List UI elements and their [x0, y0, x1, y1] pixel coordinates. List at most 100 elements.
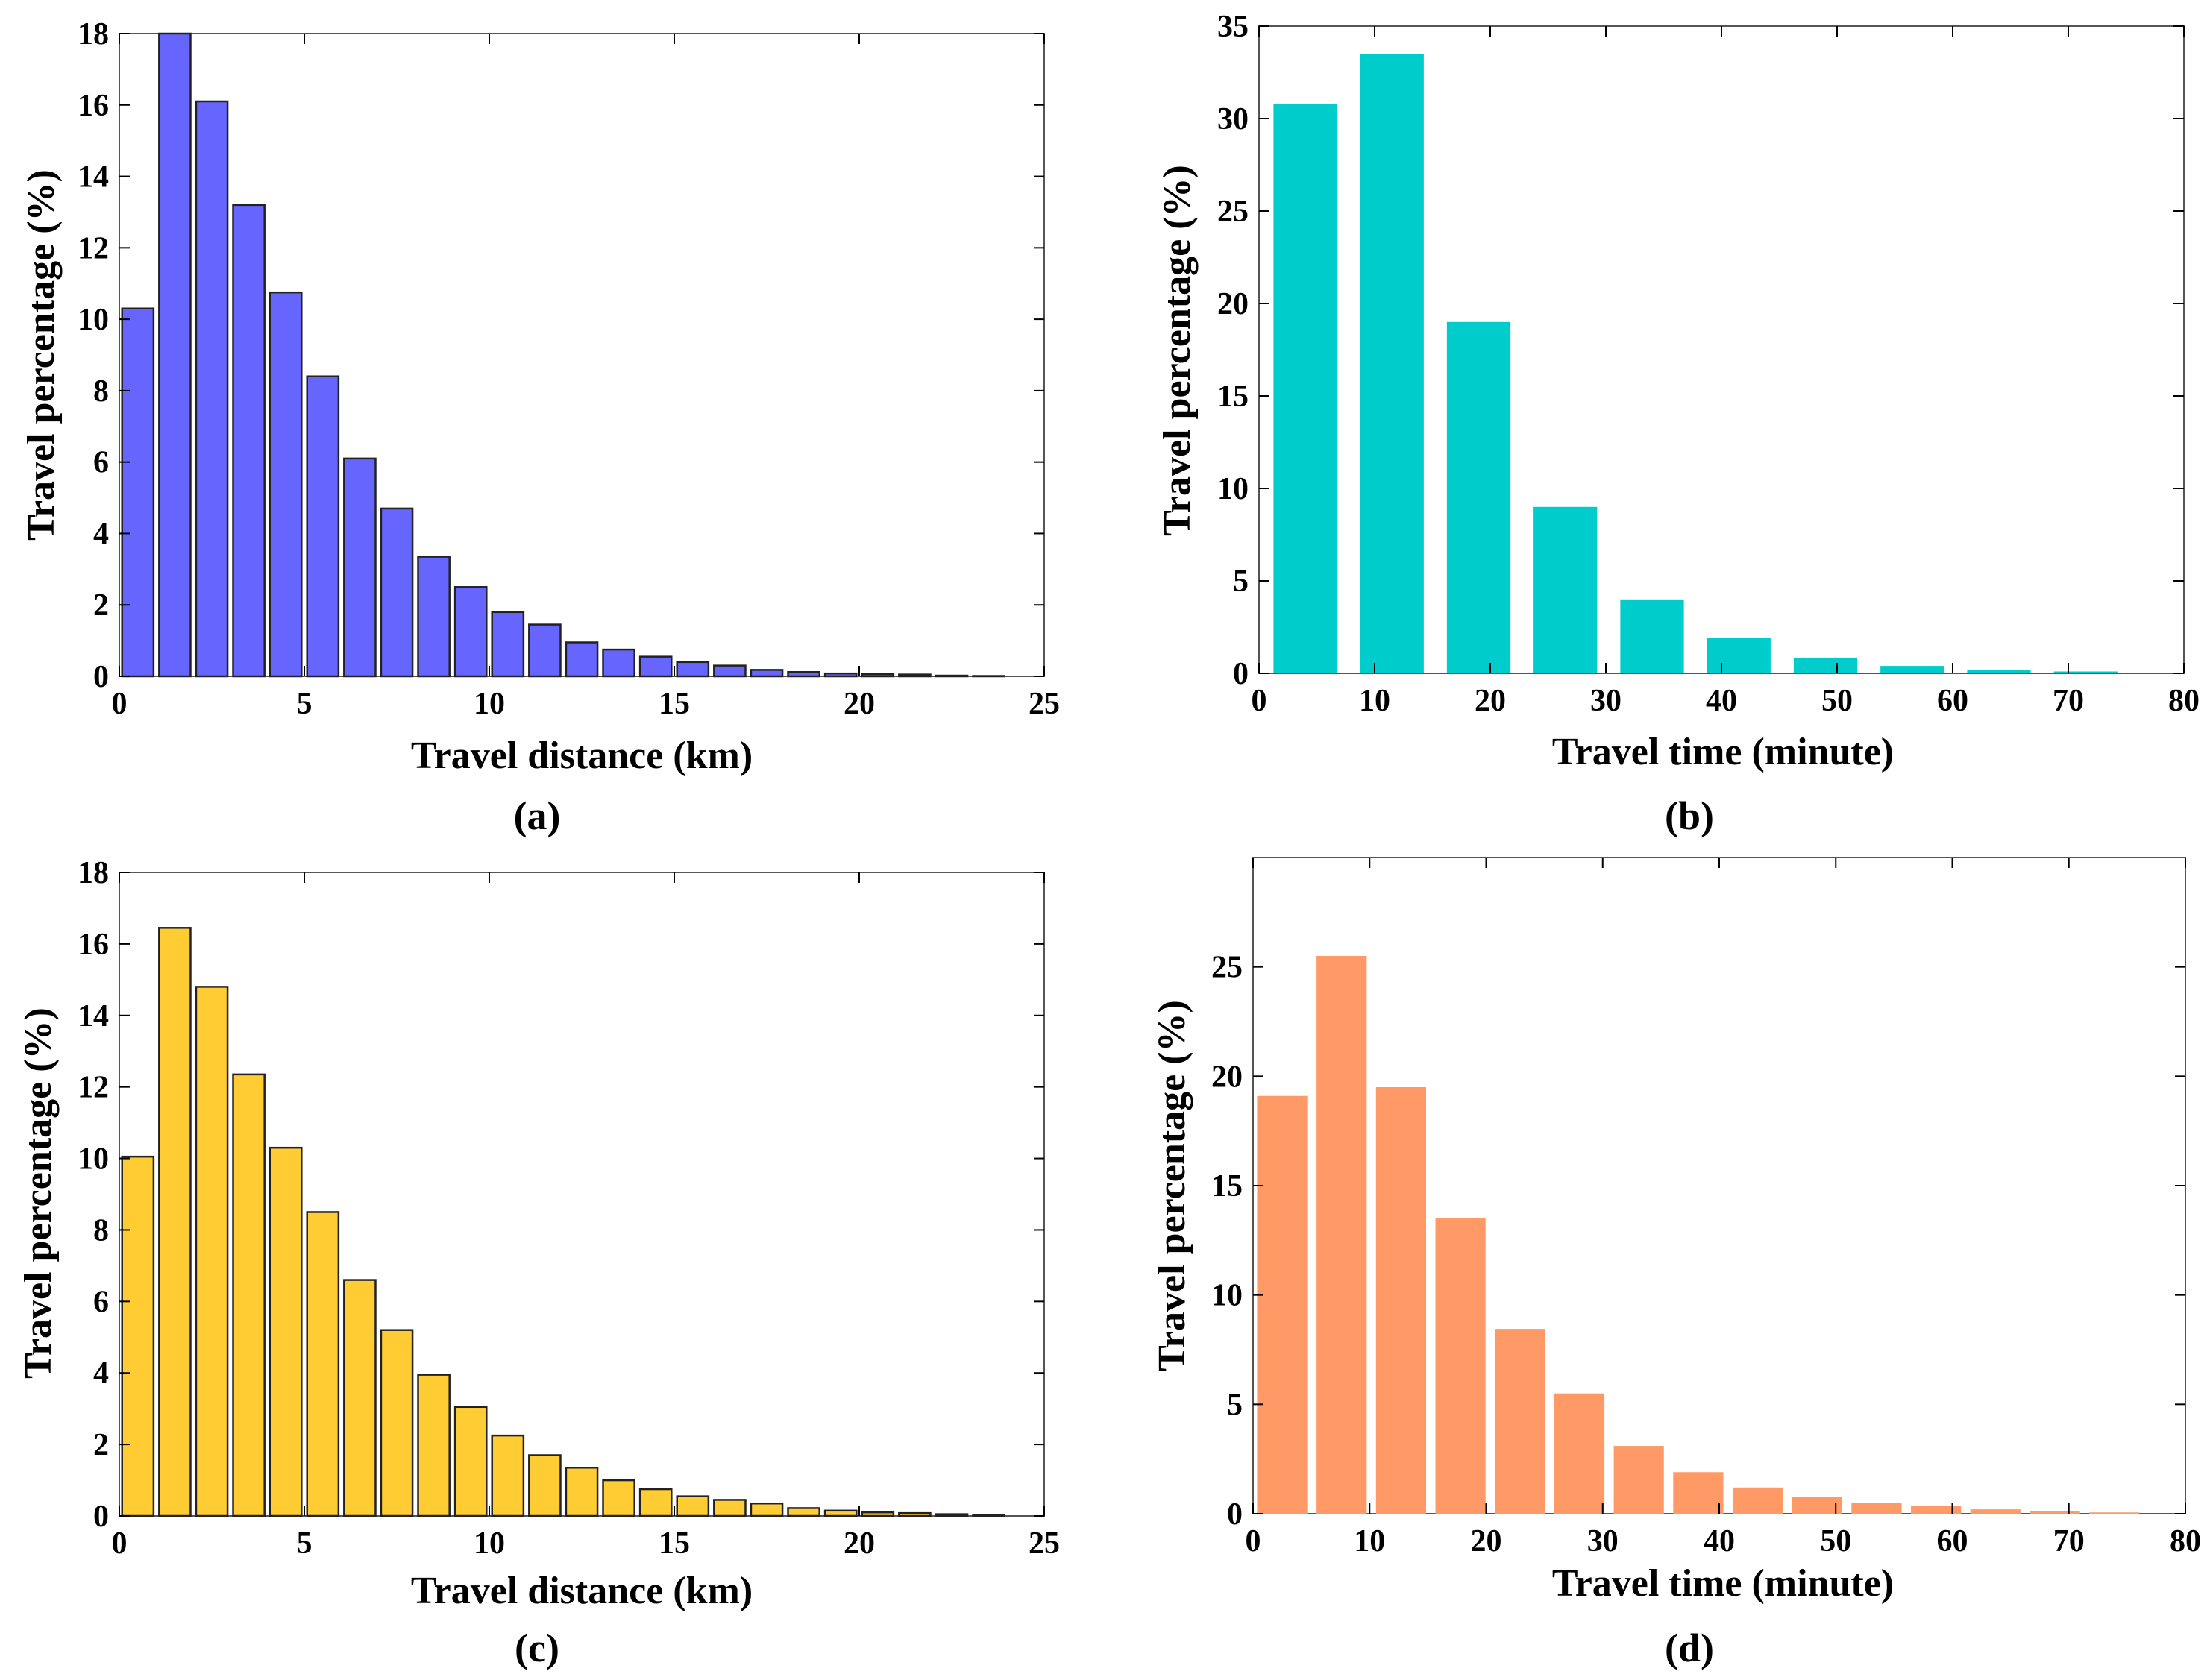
- x-axis-label-d: Travel time (minute): [1552, 1562, 1894, 1605]
- x-tick-label-a-5: 25: [1029, 687, 1060, 721]
- bar-c-17: [750, 1502, 784, 1517]
- bar-c-7: [380, 1329, 414, 1517]
- x-tick-label-b-7: 70: [2053, 684, 2084, 718]
- bar-c-10: [491, 1434, 525, 1517]
- x-tick-label-d-6: 60: [1937, 1524, 1968, 1558]
- x-tick-label-a-4: 20: [844, 687, 875, 721]
- y-tick-label-a-2: 4: [93, 517, 109, 551]
- x-tick-label-b-0: 0: [1252, 684, 1267, 718]
- x-tick-label-b-3: 30: [1590, 684, 1622, 718]
- bar-a-0: [121, 307, 155, 678]
- y-tick-label-b-3: 15: [1217, 380, 1249, 414]
- bar-c-16: [713, 1499, 747, 1517]
- bar-b-6: [1793, 657, 1858, 673]
- bar-c-13: [602, 1479, 635, 1517]
- ticks-c: 0 2 4 6 8 10 12 14 16 18 0 5 10 15 20 25: [78, 856, 1060, 1561]
- bar-d-7: [1673, 1472, 1724, 1514]
- bar-d-0: [1257, 1095, 1308, 1514]
- y-tick-label-b-1: 5: [1233, 564, 1249, 599]
- bar-d-6: [1613, 1446, 1664, 1514]
- x-tick-label-c-1: 5: [297, 1526, 313, 1561]
- bar-a-9: [453, 586, 488, 678]
- bar-c-0: [121, 1155, 155, 1517]
- y-tick-label-c-2: 4: [93, 1356, 109, 1391]
- panel-d: 0 5 10 15 20 25 0 10 20 30 40 50 60 70 80 Travel time …: [1151, 857, 2201, 1670]
- y-tick-label-d-3: 15: [1211, 1169, 1243, 1204]
- y-tick-label-b-2: 10: [1217, 472, 1249, 506]
- bar-c-20: [861, 1511, 895, 1517]
- x-tick-label-a-3: 15: [659, 687, 690, 721]
- bars-b: [1273, 54, 2118, 673]
- y-tick-label-a-6: 12: [78, 231, 109, 265]
- bar-c-23: [972, 1514, 1005, 1517]
- bar-a-14: [638, 655, 673, 678]
- bar-c-3: [232, 1073, 266, 1517]
- y-tick-label-a-0: 0: [93, 660, 109, 694]
- bar-d-3: [1435, 1218, 1486, 1514]
- bar-c-18: [787, 1507, 820, 1517]
- ticks-a: 0 2 4 6 8 10 12 14 16 18 0 5 10 15 20 25: [78, 17, 1060, 721]
- y-tick-label-b-4: 20: [1217, 287, 1249, 321]
- bar-a-19: [823, 672, 858, 678]
- panel-c: 0 2 4 6 8 10 12 14 16 18 0 5 10 15 20 25 Travel distanc…: [17, 856, 1060, 1670]
- y-tick-label-c-8: 16: [78, 928, 109, 962]
- bar-c-22: [935, 1513, 969, 1517]
- y-tick-label-c-5: 10: [78, 1142, 109, 1177]
- bar-a-6: [343, 457, 377, 678]
- x-tick-label-d-8: 80: [2170, 1524, 2201, 1558]
- bar-a-20: [861, 673, 895, 678]
- bar-c-2: [195, 986, 229, 1517]
- bar-c-12: [565, 1467, 599, 1517]
- x-tick-label-b-6: 60: [1937, 684, 1968, 718]
- y-tick-label-d-1: 5: [1227, 1388, 1243, 1422]
- panel-b: 0 5 10 15 20 25 30 35 0 10 20 30 40 50 60 70 80 Travel t…: [1156, 10, 2200, 838]
- y-tick-label-b-7: 35: [1217, 10, 1249, 44]
- x-tick-label-b-5: 50: [1821, 684, 1853, 718]
- y-tick-label-c-4: 8: [93, 1213, 109, 1248]
- bar-c-11: [528, 1454, 562, 1517]
- bar-b-7: [1880, 666, 1944, 673]
- x-tick-label-c-5: 25: [1029, 1526, 1060, 1561]
- bar-b-2: [1446, 321, 1511, 673]
- bar-c-5: [306, 1211, 340, 1517]
- x-tick-label-d-7: 70: [2053, 1524, 2085, 1558]
- x-axis-label-b: Travel time (minute): [1552, 731, 1894, 773]
- bars-d: [1257, 956, 2140, 1514]
- x-axis-label-c: Travel distance (km): [411, 1570, 753, 1612]
- bar-c-9: [453, 1406, 488, 1517]
- x-tick-label-c-0: 0: [112, 1526, 128, 1561]
- y-tick-label-b-6: 30: [1217, 102, 1249, 136]
- bar-c-19: [823, 1509, 858, 1517]
- y-axis-label-c: Travel percentage (%): [17, 1007, 60, 1379]
- panel-a: 0 2 4 6 8 10 12 14 16 18 0 5 10 15 20 25 Travel distanc…: [20, 17, 1060, 838]
- bar-a-10: [491, 611, 525, 678]
- panel-label-d: (d): [1665, 1626, 1714, 1670]
- x-tick-label-b-8: 80: [2168, 684, 2200, 718]
- ticks-b: 0 5 10 15 20 25 30 35 0 10 20 30 40 50 60 70 80: [1217, 10, 2200, 718]
- bar-b-5: [1707, 638, 1771, 673]
- x-tick-label-b-4: 40: [1706, 684, 1737, 718]
- bar-d-1: [1316, 956, 1367, 1514]
- bar-a-13: [602, 648, 635, 678]
- bar-c-8: [417, 1374, 451, 1517]
- bar-c-15: [676, 1495, 710, 1517]
- y-tick-label-a-7: 14: [78, 160, 109, 195]
- bar-d-14: [2089, 1512, 2140, 1514]
- bar-b-1: [1360, 54, 1424, 673]
- bar-c-14: [638, 1488, 673, 1517]
- bar-d-12: [1970, 1509, 2021, 1514]
- bars-c: [121, 927, 1005, 1517]
- y-tick-label-b-0: 0: [1233, 657, 1249, 691]
- x-tick-label-d-4: 40: [1704, 1524, 1735, 1558]
- x-tick-label-c-4: 20: [844, 1526, 875, 1561]
- x-tick-label-b-2: 20: [1475, 684, 1506, 718]
- x-tick-label-c-3: 15: [659, 1526, 690, 1561]
- y-axis-label-b: Travel percentage (%): [1156, 165, 1199, 536]
- ticks-d: 0 5 10 15 20 25 0 10 20 30 40 50 60 70 80: [1211, 858, 2201, 1558]
- bar-a-7: [380, 507, 414, 678]
- y-tick-label-d-0: 0: [1227, 1497, 1243, 1532]
- bar-a-11: [528, 623, 562, 678]
- y-tick-label-d-4: 20: [1211, 1060, 1243, 1094]
- x-tick-label-a-0: 0: [112, 687, 128, 721]
- bar-a-12: [565, 641, 599, 678]
